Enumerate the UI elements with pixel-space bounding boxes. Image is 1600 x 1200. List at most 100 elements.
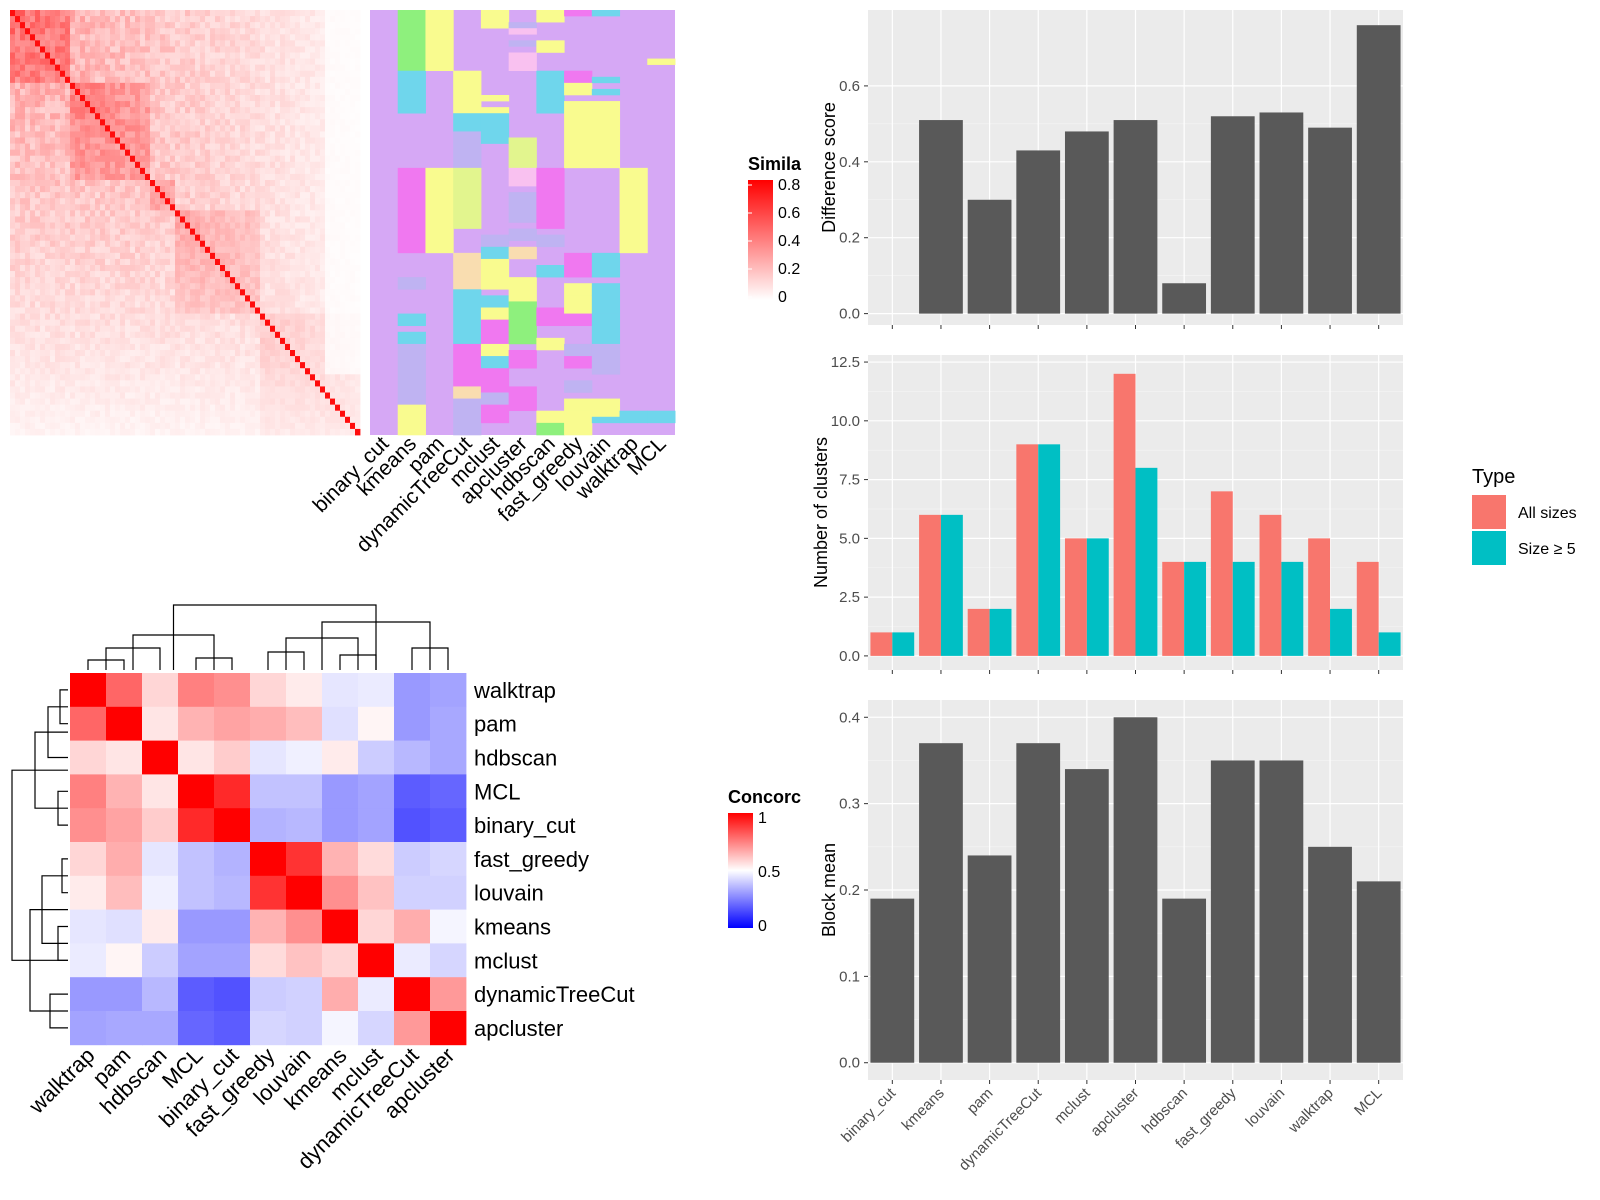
similarity-cell	[100, 398, 106, 406]
similarity-cell	[15, 113, 21, 120]
similarity-cell	[215, 119, 221, 126]
similarity-cell	[225, 186, 231, 193]
similarity-cell	[20, 422, 26, 430]
similarity-cell	[285, 40, 291, 47]
similarity-cell	[165, 258, 171, 266]
similarity-cell	[100, 277, 106, 284]
similarity-cell	[320, 325, 326, 333]
similarity-cell	[285, 228, 291, 236]
similarity-cell	[85, 289, 91, 296]
similarity-cell	[160, 410, 166, 418]
similarity-cell	[245, 398, 251, 406]
similarity-cell	[330, 40, 336, 47]
similarity-cell	[40, 28, 46, 35]
similarity-cell	[30, 125, 36, 132]
similarity-cell	[155, 428, 161, 436]
similarity-cell	[120, 167, 126, 175]
similarity-cell	[275, 404, 281, 412]
similarity-cell	[40, 331, 46, 339]
similarity-cell	[145, 319, 151, 327]
similarity-cell	[355, 368, 361, 375]
similarity-cell	[345, 95, 351, 102]
similarity-cell	[235, 186, 241, 193]
similarity-cell	[105, 95, 111, 102]
similarity-cell	[140, 40, 146, 47]
similarity-cell	[200, 313, 206, 321]
similarity-cell	[35, 307, 41, 314]
similarity-cell	[210, 186, 216, 193]
similarity-cell	[165, 10, 171, 17]
similarity-cell	[140, 240, 146, 248]
similarity-cell	[40, 125, 46, 132]
similarity-cell	[115, 155, 121, 163]
similarity-cell	[130, 258, 136, 266]
similarity-cell	[80, 398, 86, 406]
similarity-cell	[170, 173, 176, 181]
similarity-cell	[40, 70, 46, 78]
similarity-cell	[55, 295, 61, 302]
similarity-cell	[80, 143, 86, 151]
similarity-cell	[270, 58, 276, 66]
similarity-cell	[55, 210, 61, 217]
similarity-cell	[305, 234, 311, 242]
similarity-cell	[205, 404, 211, 412]
similarity-cell	[240, 186, 246, 193]
similarity-cell	[50, 386, 56, 393]
similarity-cell	[185, 422, 191, 430]
similarity-cell	[205, 398, 211, 406]
similarity-cell	[345, 277, 351, 284]
similarity-cell	[20, 240, 26, 248]
similarity-cell	[70, 137, 76, 144]
similarity-cell	[220, 210, 226, 217]
similarity-cell	[320, 374, 326, 381]
similarity-cell	[325, 70, 331, 78]
similarity-cell	[265, 82, 271, 90]
similarity-cell	[335, 167, 341, 175]
similarity-cell	[190, 325, 196, 333]
similarity-cell	[300, 240, 306, 248]
similarity-cell	[220, 289, 226, 296]
similarity-cell	[175, 416, 181, 424]
similarity-cell	[195, 76, 201, 84]
similarity-cell	[195, 34, 201, 41]
similarity-cell	[285, 289, 291, 296]
membership-block-mclust	[480, 113, 510, 144]
similarity-cell	[20, 155, 26, 163]
similarity-cell	[80, 240, 86, 248]
similarity-cell	[335, 234, 341, 242]
similarity-cell	[185, 76, 191, 84]
similarity-cell	[135, 392, 141, 399]
similarity-cell	[330, 234, 336, 242]
similarity-cell	[110, 167, 116, 175]
similarity-cell	[290, 398, 296, 406]
similarity-cell	[205, 271, 211, 278]
similarity-cell	[205, 64, 211, 72]
similarity-cell	[160, 428, 166, 436]
similarity-cell	[180, 22, 186, 29]
similarity-cell	[30, 325, 36, 333]
similarity-cell	[20, 28, 26, 35]
similarity-cell	[50, 350, 56, 357]
similarity-cell	[280, 271, 286, 278]
similarity-cell	[330, 295, 336, 302]
similarity-cell	[260, 70, 266, 78]
similarity-cell	[310, 143, 316, 151]
similarity-cell	[210, 52, 216, 59]
similarity-cell	[20, 40, 26, 47]
similarity-cell	[225, 331, 231, 339]
similarity-cell	[355, 307, 361, 314]
similarity-cell	[310, 283, 316, 290]
similarity-cell	[90, 52, 96, 59]
similarity-cell	[40, 422, 46, 430]
similarity-cell	[240, 404, 246, 412]
similarity-cell	[205, 22, 211, 29]
similarity-cell	[120, 10, 126, 17]
similarity-cell	[195, 295, 201, 302]
similarity-cell	[65, 192, 71, 199]
similarity-cell	[240, 319, 246, 327]
similarity-cell	[325, 283, 331, 290]
similarity-cell	[20, 313, 26, 321]
similarity-cell	[130, 289, 136, 296]
similarity-cell	[340, 416, 346, 424]
similarity-cell	[95, 113, 101, 120]
